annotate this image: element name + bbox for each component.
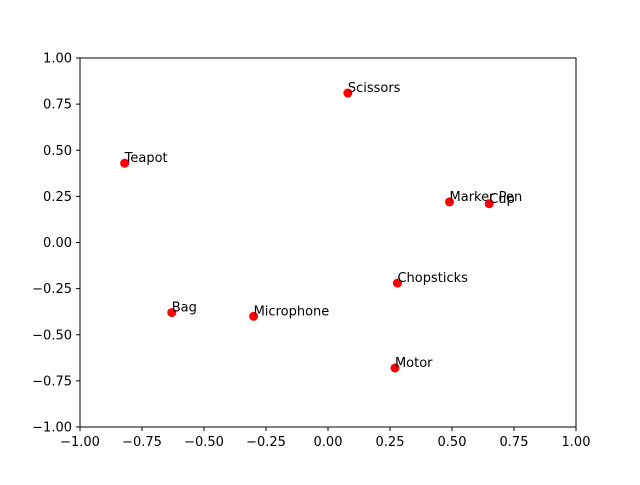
y-tick-label: −1.00	[32, 421, 72, 436]
point-label: Microphone	[254, 304, 330, 319]
y-tick-label: 0.50	[43, 144, 72, 159]
scatter-point	[484, 199, 494, 209]
x-tick-label: 0.25	[376, 435, 405, 450]
y-tick-label: −0.25	[32, 282, 72, 297]
x-tick-label: −0.50	[184, 435, 224, 450]
y-tick-label: 0.25	[43, 190, 72, 205]
x-tick-label: 1.00	[562, 435, 591, 450]
y-tick-label: 0.75	[43, 98, 72, 113]
scatter-point	[120, 158, 130, 168]
x-tick-label: −1.00	[60, 435, 100, 450]
scatter-point	[343, 88, 353, 98]
plot-area-frame	[79, 57, 577, 428]
y-tick-label: 0.00	[43, 236, 72, 251]
y-tick-label: 1.00	[43, 52, 72, 67]
point-label: Teapot	[124, 151, 168, 166]
point-label: Scissors	[348, 81, 401, 96]
x-tick-label: 0.50	[438, 435, 467, 450]
x-tick-label: −0.25	[246, 435, 286, 450]
y-tick-label: −0.75	[32, 374, 72, 389]
point-label: Marker Pen	[450, 190, 523, 205]
ticks-layer: −1.00 −0.75 −0.50 −0.25 0.00 0.25 0.50 0.75 1.00…	[32, 52, 590, 451]
scatter-point	[390, 363, 400, 373]
x-tick-label: 0.00	[314, 435, 343, 450]
scatter-point	[445, 197, 455, 207]
scatter-point	[392, 278, 402, 288]
point-label: Cup	[489, 192, 515, 207]
scatter-point	[167, 308, 177, 318]
point-label: Chopsticks	[397, 271, 468, 286]
scatter-point	[249, 311, 259, 321]
x-tick-label: −0.75	[122, 435, 162, 450]
x-tick-label: 0.75	[500, 435, 529, 450]
y-tick-label: −0.50	[32, 328, 72, 343]
point-label: Motor	[395, 356, 433, 371]
point-label: Bag	[172, 301, 197, 316]
